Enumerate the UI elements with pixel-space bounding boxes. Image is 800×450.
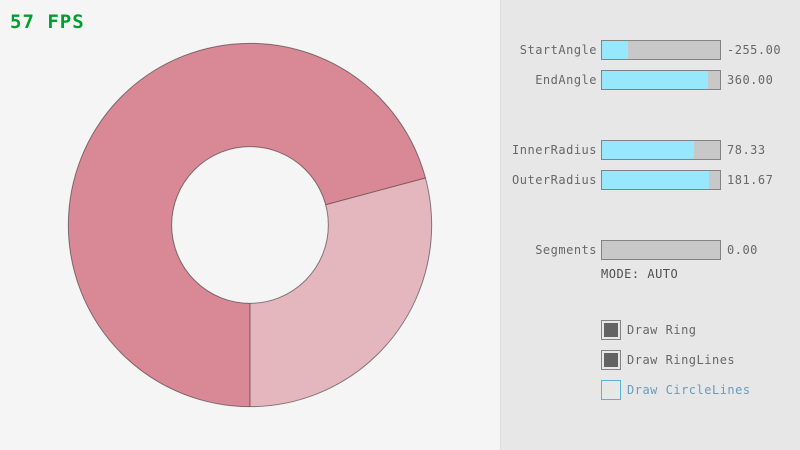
draw-circlelines-label: Draw CircleLines — [627, 383, 751, 397]
checkbox-row-draw-ringlines: Draw RingLines — [501, 350, 800, 370]
outerradius-slider-fill — [602, 171, 710, 189]
startangle-label: StartAngle — [519, 43, 597, 57]
endangle-value: 360.00 — [727, 73, 774, 87]
innerradius-label: InnerRadius — [512, 143, 597, 157]
slider-row-segments: Segments 0.00 — [501, 240, 800, 260]
innerradius-slider-fill — [602, 141, 695, 159]
endangle-slider-fill — [602, 71, 709, 89]
startangle-slider-fill — [602, 41, 628, 59]
slider-row-startangle: StartAngle -255.00 — [501, 40, 800, 60]
mode-status-text: MODE: AUTO — [601, 267, 679, 281]
fps-counter: 57 FPS — [10, 11, 85, 33]
draw-ringlines-checkbox[interactable] — [601, 350, 621, 370]
startangle-slider[interactable] — [601, 40, 721, 60]
slider-row-outerradius: OuterRadius 181.67 — [501, 170, 800, 190]
outerradius-label: OuterRadius — [512, 173, 597, 187]
segments-slider[interactable] — [601, 240, 721, 260]
outerradius-slider[interactable] — [601, 170, 721, 190]
endangle-slider[interactable] — [601, 70, 721, 90]
outerradius-value: 181.67 — [727, 173, 774, 187]
draw-ringlines-label: Draw RingLines — [627, 353, 736, 367]
startangle-value: -255.00 — [727, 43, 782, 57]
checkbox-row-draw-circlelines: Draw CircleLines — [501, 380, 800, 400]
segments-value: 0.00 — [727, 243, 758, 257]
innerradius-slider[interactable] — [601, 140, 721, 160]
slider-row-endangle: EndAngle 360.00 — [501, 70, 800, 90]
slider-row-innerradius: InnerRadius 78.33 — [501, 140, 800, 160]
ring-canvas — [67, 42, 433, 408]
draw-circlelines-checkbox[interactable] — [601, 380, 621, 400]
checkbox-row-draw-ring: Draw Ring — [501, 320, 800, 340]
innerradius-value: 78.33 — [727, 143, 766, 157]
control-panel: StartAngle -255.00 EndAngle 360.00 Inner… — [500, 0, 800, 450]
endangle-label: EndAngle — [535, 73, 597, 87]
draw-ring-label: Draw Ring — [627, 323, 697, 337]
segments-label: Segments — [535, 243, 597, 257]
draw-ring-checkbox[interactable] — [601, 320, 621, 340]
